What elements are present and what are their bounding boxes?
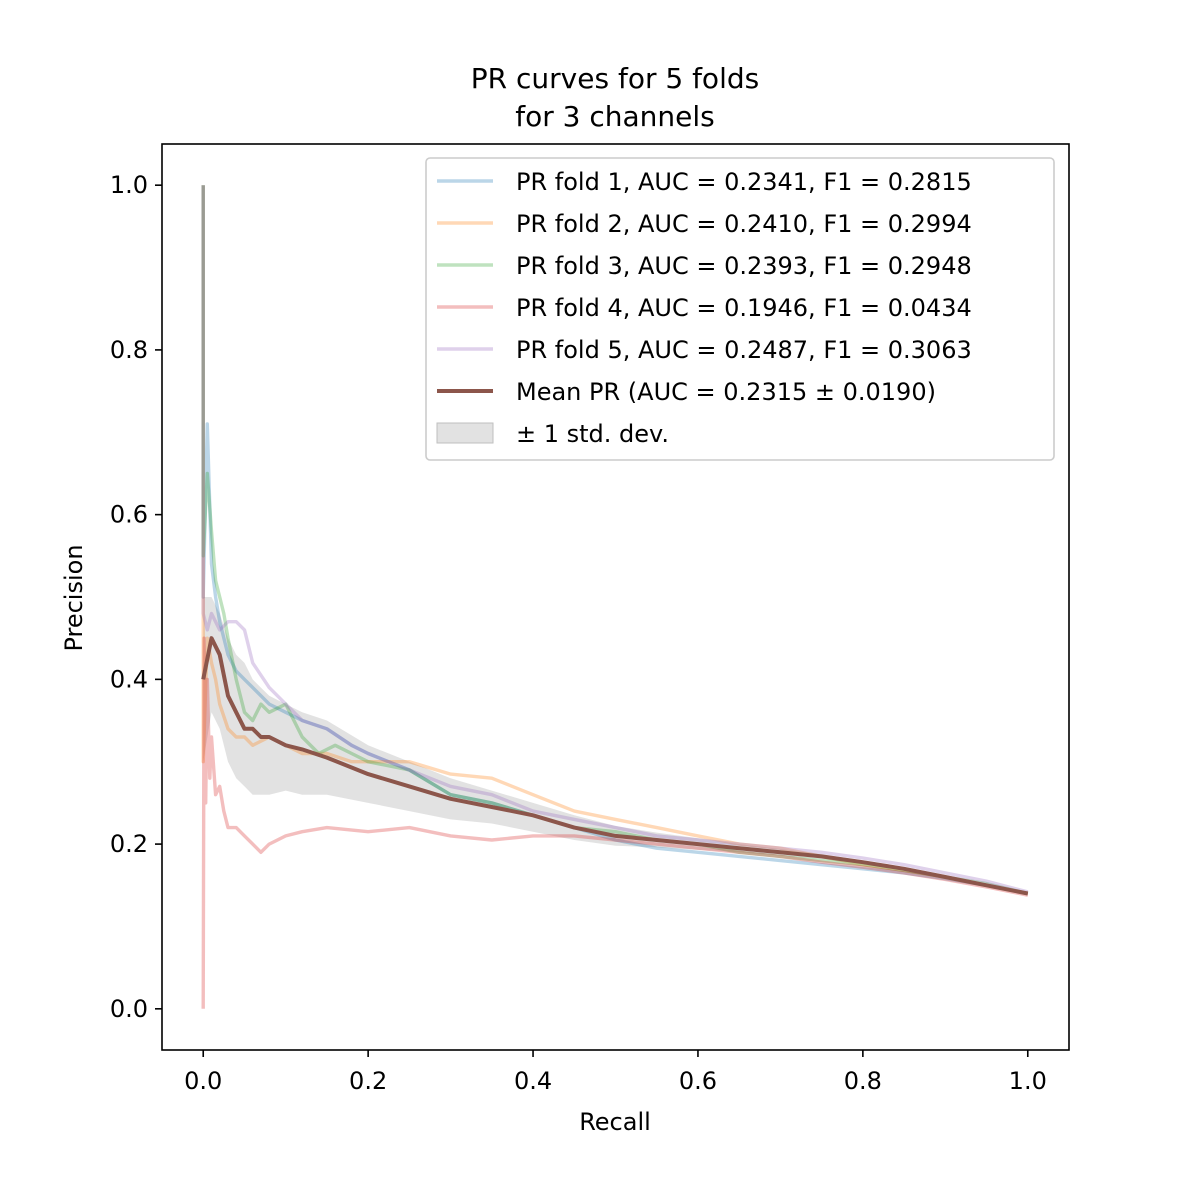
y-tick-label: 0.2 [110, 830, 148, 858]
legend-label: PR fold 3, AUC = 0.2393, F1 = 0.2948 [516, 252, 972, 280]
x-axis-label: Recall [579, 1108, 651, 1136]
std-band-layer [203, 597, 1028, 895]
legend-box [425, 157, 1055, 461]
legend-entries: PR fold 1, AUC = 0.2341, F1 = 0.2815 PR f… [436, 168, 972, 448]
x-tick-label: 0.0 [184, 1067, 222, 1095]
std-dev-band [203, 597, 1028, 895]
x-tick-label: 1.0 [1009, 1067, 1047, 1095]
y-tick-label: 0.8 [110, 336, 148, 364]
x-tick-label: 0.6 [679, 1067, 717, 1095]
legend-label: PR fold 5, AUC = 0.2487, F1 = 0.3063 [516, 336, 972, 364]
legend-label: Mean PR (AUC = 0.2315 ± 0.0190) [516, 378, 936, 406]
x-axis-ticks: 0.0 0.2 0.4 0.6 0.8 1.0 [184, 1050, 1047, 1095]
series-layer [201, 185, 1029, 1009]
legend-label: PR fold 4, AUC = 0.1946, F1 = 0.0434 [516, 294, 972, 322]
chart-title-line1: PR curves for 5 folds [471, 62, 759, 95]
pr-fold-5-line [201, 185, 1029, 894]
x-tick-label: 0.2 [349, 1067, 387, 1095]
legend: PR fold 1, AUC = 0.2341, F1 = 0.2815 PR f… [425, 157, 1055, 461]
pr-fold-3-line [201, 185, 1029, 896]
y-axis-ticks: 0.0 0.2 0.4 0.6 0.8 1.0 [110, 171, 162, 1023]
pr-fold-1-line [201, 185, 1029, 896]
y-tick-label: 0.0 [110, 995, 148, 1023]
y-tick-label: 0.6 [110, 501, 148, 529]
legend-swatch-std-band [436, 422, 494, 444]
legend-label: PR fold 2, AUC = 0.2410, F1 = 0.2994 [516, 210, 972, 238]
plot-frame [161, 143, 1070, 1051]
chart-title-line2: for 3 channels [515, 100, 715, 133]
pr-fold-4-line [201, 636, 1029, 1009]
y-axis-label: Precision [60, 544, 88, 651]
mean-pr-line [201, 636, 1029, 896]
x-tick-label: 0.8 [844, 1067, 882, 1095]
y-tick-label: 1.0 [110, 171, 148, 199]
y-tick-label: 0.4 [110, 665, 148, 693]
legend-label: ± 1 std. dev. [516, 420, 669, 448]
x-tick-label: 0.4 [514, 1067, 552, 1095]
legend-label: PR fold 1, AUC = 0.2341, F1 = 0.2815 [516, 168, 972, 196]
